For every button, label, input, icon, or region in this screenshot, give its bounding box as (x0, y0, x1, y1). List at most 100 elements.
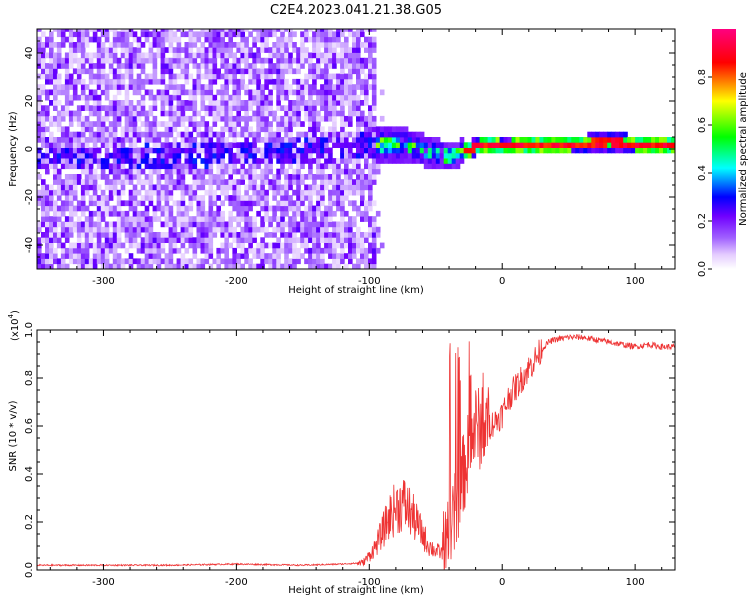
spectrogram-cell (256, 195, 261, 201)
spectrogram-cell (185, 216, 190, 222)
spectrogram-cell (209, 58, 214, 64)
spectrogram-cell (173, 148, 178, 154)
spectrogram-cell (356, 153, 361, 159)
spectrogram-cell (57, 222, 62, 228)
spectrogram-cell (141, 63, 146, 69)
spectrogram-cell (340, 216, 345, 222)
spectrogram-cell (344, 137, 349, 143)
spectrogram-cell (256, 174, 261, 180)
spectrogram-cell (264, 258, 269, 264)
spectrogram-cell (57, 116, 62, 122)
spectrogram-cell (508, 142, 513, 148)
spectrogram-cell (228, 31, 233, 37)
spectrogram-cell (236, 111, 241, 117)
spectrogram-cell (356, 232, 361, 238)
spectrogram-cell (129, 227, 134, 233)
spectrogram-cell (368, 111, 373, 117)
spectrogram-cell (89, 63, 94, 69)
spectrogram-cell (137, 79, 142, 85)
spectrogram-cell (197, 153, 202, 159)
spectrogram-cell (280, 232, 285, 238)
spectrogram-cell (201, 248, 206, 254)
spectrogram-cell (312, 116, 317, 122)
spectrogram-cell (232, 126, 237, 132)
spectrogram-cell (376, 232, 381, 238)
spectrogram-cell (292, 232, 297, 238)
spectrogram-cell (284, 68, 289, 74)
spectrogram-cell (177, 206, 182, 212)
spectrogram-cell (169, 243, 174, 249)
spectrogram-cell (173, 126, 178, 132)
spectrogram-cell (141, 216, 146, 222)
spectrogram-cell (272, 148, 277, 154)
spectrogram-cell (364, 137, 369, 143)
spectrogram-cell (296, 68, 301, 74)
spectrogram-cell (232, 153, 237, 159)
spectrogram-cell (153, 105, 158, 111)
spectrogram-cell (125, 121, 130, 127)
spectrogram-cell (284, 132, 289, 138)
spectrogram-cell (284, 121, 289, 127)
spectrogram-cell (288, 90, 293, 96)
spectrogram-cell (97, 174, 102, 180)
spectrogram-cell (65, 79, 70, 85)
spectrogram-cell (161, 90, 166, 96)
spectrogram-cell (663, 142, 668, 148)
spectrogram-cell (284, 90, 289, 96)
spectrogram-cell (316, 68, 321, 74)
spectrogram-cell (137, 227, 142, 233)
spectrogram-cell (209, 179, 214, 185)
spectrogram-x-tick-label: -300 (92, 276, 115, 287)
spectrogram-cell (185, 153, 190, 159)
spectrogram-cell (520, 137, 525, 143)
spectrogram-cell (185, 211, 190, 217)
spectrogram-cell (232, 63, 237, 69)
spectrogram-cell (244, 148, 249, 154)
spectrogram-cell (201, 237, 206, 243)
spectrogram-cell (272, 185, 277, 191)
spectrogram-cell (65, 232, 70, 238)
spectrogram-cell (320, 200, 325, 206)
spectrogram-cell (591, 132, 596, 138)
spectrogram-cell (173, 105, 178, 111)
spectrogram-cell (157, 216, 162, 222)
spectrogram-cell (85, 100, 90, 106)
spectrogram-cell (328, 163, 333, 169)
colorbar-tick-label: 0.2 (697, 213, 708, 229)
spectrogram-cell (173, 153, 178, 159)
spectrogram-cell (384, 126, 389, 132)
spectrogram-cell (360, 90, 365, 96)
snr-xlabel: Height of straight line (km) (288, 585, 424, 596)
spectrogram-cell (236, 206, 241, 212)
spectrogram-cell (97, 206, 102, 212)
spectrogram-cell (216, 169, 221, 175)
spectrogram-cell (324, 68, 329, 74)
spectrogram-cell (181, 195, 186, 201)
spectrogram-cell (185, 137, 190, 143)
spectrogram-cell (165, 37, 170, 43)
spectrogram-cell (209, 190, 214, 196)
spectrogram-cell (396, 158, 401, 164)
spectrogram-cell (264, 243, 269, 249)
spectrogram-cell (89, 95, 94, 101)
spectrogram-cell (61, 206, 66, 212)
spectrogram-cell (197, 216, 202, 222)
spectrogram-cell (205, 258, 210, 264)
spectrogram-cell (244, 111, 249, 117)
spectrogram-cell (252, 232, 257, 238)
spectrogram-cell (169, 174, 174, 180)
spectrogram-cell (177, 158, 182, 164)
spectrogram-cell (232, 95, 237, 101)
spectrogram-cell (209, 243, 214, 249)
spectrogram-cell (216, 132, 221, 138)
spectrogram-cell (360, 216, 365, 222)
spectrogram-cell (416, 142, 421, 148)
spectrogram-cell (93, 53, 98, 59)
spectrogram-cell (69, 95, 74, 101)
spectrogram-cell (412, 132, 417, 138)
spectrogram-cell (352, 222, 357, 228)
spectrogram-cell (539, 137, 544, 143)
spectrogram-cell (133, 132, 138, 138)
spectrogram-cell (512, 148, 517, 154)
spectrogram-cell (288, 227, 293, 233)
